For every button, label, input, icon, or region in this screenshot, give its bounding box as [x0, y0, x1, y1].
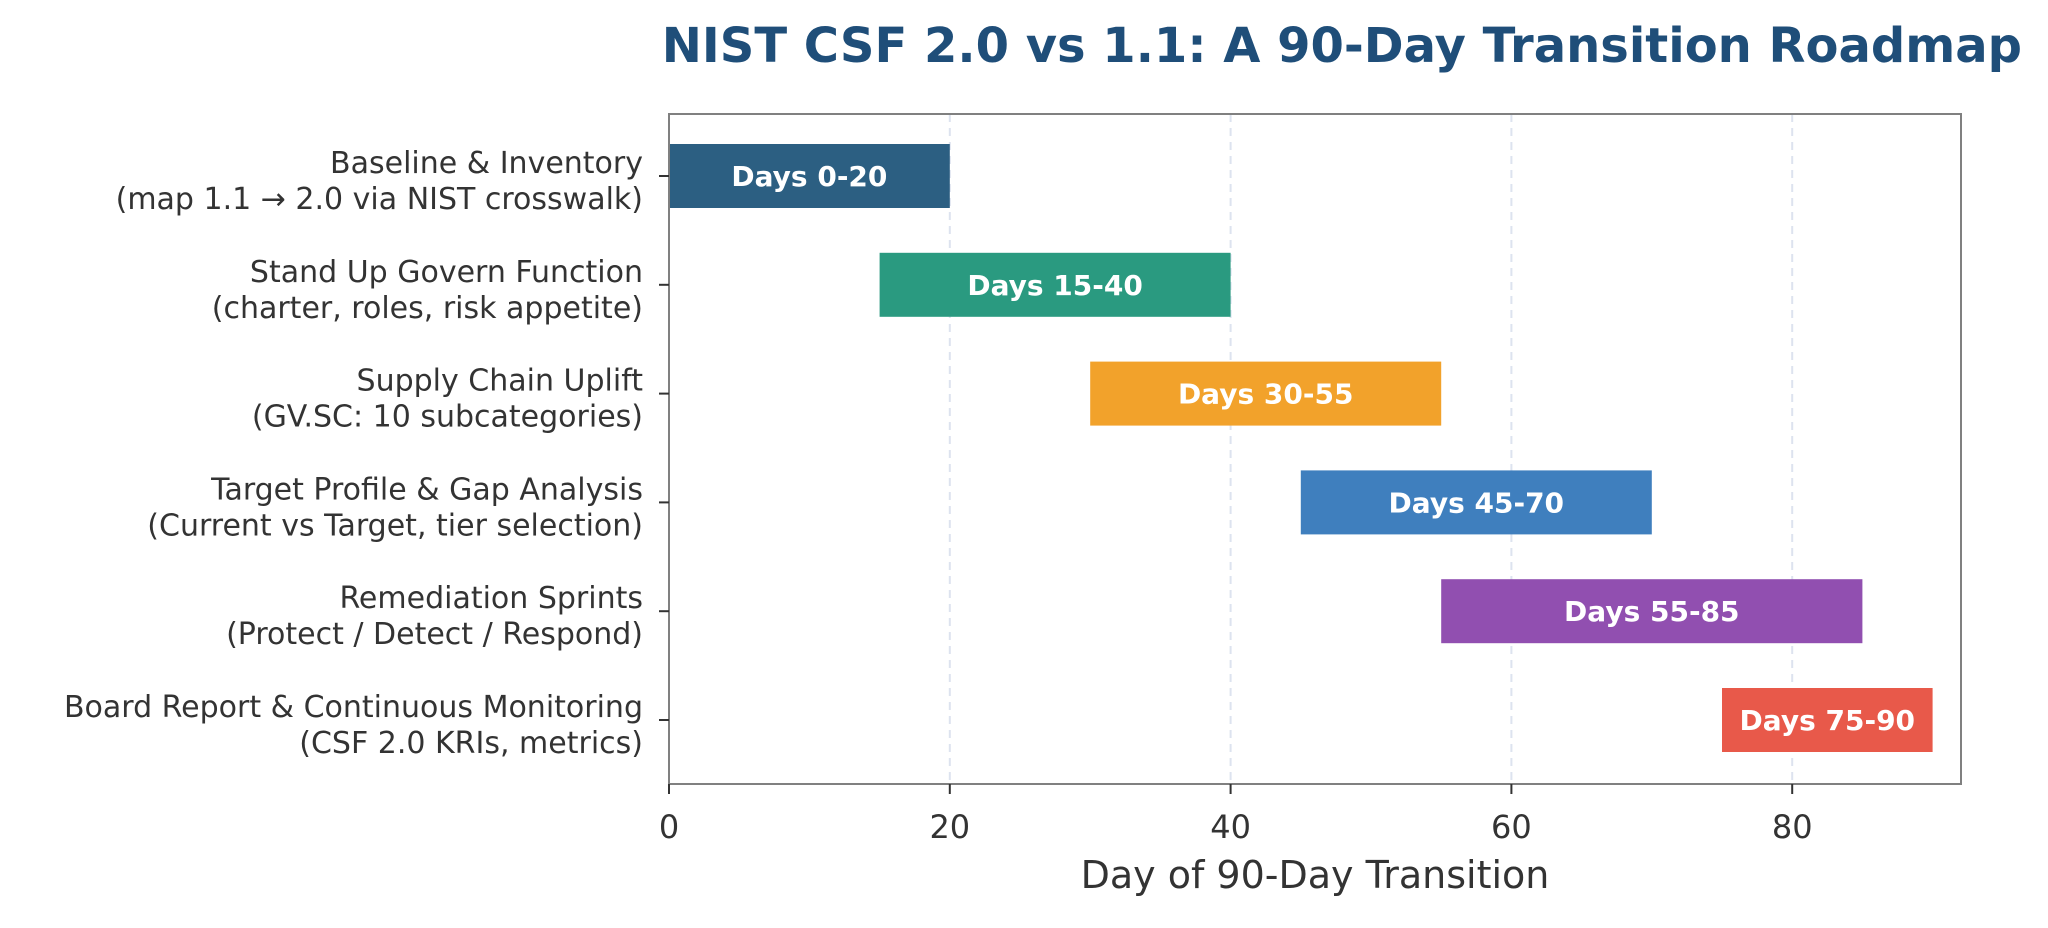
task-bar-label-5: Days 55-85 — [1564, 595, 1740, 628]
grid-layer — [948, 114, 1794, 784]
task-bar-2 — [879, 252, 1231, 317]
task-label-5: Remediation Sprints — [339, 581, 643, 616]
task-bar-1 — [669, 144, 950, 208]
task-bar-4 — [1300, 470, 1652, 535]
task-label-6: Board Report & Continuous Monitoring — [64, 690, 643, 725]
task-sublabel-6: (CSF 2.0 KRIs, metrics) — [299, 726, 643, 761]
task-label-3: Supply Chain Uplift — [357, 364, 644, 399]
task-bar-label-6: Days 75-90 — [1740, 704, 1916, 737]
task-bar-label-4: Days 45-70 — [1389, 486, 1565, 519]
task-label-1: Baseline & Inventory — [330, 146, 643, 181]
x-tick-label-60: 60 — [1491, 808, 1532, 846]
chart-title: NIST CSF 2.0 vs 1.1: A 90-Day Transition… — [662, 18, 2022, 74]
task-bar-5 — [1441, 579, 1863, 644]
task-bar-3 — [1090, 361, 1442, 426]
x-tick-label-80: 80 — [1772, 808, 1813, 846]
x-tick-label-40: 40 — [1210, 808, 1251, 846]
task-sublabel-3: (GV.SC: 10 subcategories) — [252, 400, 643, 435]
bar-layer: Days 0-20 Days 15-40 Days 30-55 Days 45-70 D… — [669, 144, 1933, 752]
task-sublabel-1: (map 1.1 → 2.0 via NIST crosswalk) — [116, 182, 643, 217]
x-tick-label-20: 20 — [929, 808, 970, 846]
y-axis: Baseline & Inventory(map 1.1 → 2.0 via N… — [64, 146, 669, 761]
task-label-2: Stand Up Govern Function — [250, 255, 643, 290]
task-bar-label-1: Days 0-20 — [731, 160, 887, 193]
task-bar-6 — [1722, 688, 1933, 752]
task-bar-label-3: Days 30-55 — [1178, 378, 1354, 411]
task-sublabel-5: (Protect / Detect / Respond) — [226, 617, 643, 652]
x-tick-label-0: 0 — [659, 808, 679, 846]
task-sublabel-4: (Current vs Target, tier selection) — [147, 508, 643, 543]
task-bar-label-2: Days 15-40 — [967, 269, 1143, 302]
task-sublabel-2: (charter, roles, risk appetite) — [212, 291, 643, 326]
x-axis: 0 20 40 60 80 — [659, 784, 1813, 846]
task-label-4: Target Profile & Gap Analysis — [210, 472, 643, 507]
plot-frame — [668, 113, 1962, 785]
x-axis-label: Day of 90-Day Transition — [1081, 853, 1550, 897]
